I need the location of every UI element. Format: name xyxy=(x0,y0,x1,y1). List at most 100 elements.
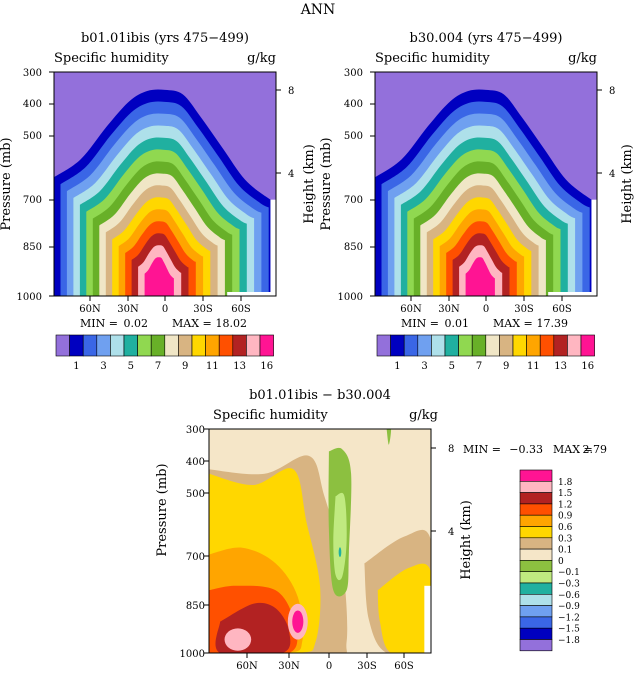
diff-colorbar-swatch-6 xyxy=(519,526,553,539)
panel-c-title: b01.01ibis − b30.004 xyxy=(249,388,391,403)
panel-b-colorbar-swatch-9 xyxy=(485,334,500,357)
panel-a-colorbar-swatch-13 xyxy=(218,334,234,357)
panel-a-units: g/kg xyxy=(247,51,276,66)
panel-a-xtick-30n: 30N xyxy=(117,304,139,315)
diff-colorbar-swatch-1 xyxy=(519,469,553,482)
panel-c-ytick-1000: 1000 xyxy=(180,649,205,660)
panel-b-units: g/kg xyxy=(568,51,597,66)
panel-b-ytick-right-8: 8 xyxy=(609,86,615,97)
panel-a-max-label: MAX = xyxy=(172,317,212,330)
diff-colorbar-label-14: −1.8 xyxy=(558,636,580,646)
panel-a-colorbar-label-0: 1 xyxy=(73,361,79,372)
panel-c-ylabel: Pressure (mb) xyxy=(155,463,170,556)
panel-a-colorbar-swatch-7 xyxy=(137,334,152,357)
panel-c-max: 2.79 xyxy=(583,443,608,456)
panel-c-units: g/kg xyxy=(409,408,438,423)
diff-colorbar-swatch-15 xyxy=(519,627,553,640)
diff-band-1p5-west xyxy=(224,628,252,651)
panel-b-ytick-right-4: 4 xyxy=(609,169,615,180)
panel-a-colorbar-label-6: 13 xyxy=(233,361,246,372)
panel-b-ytick-400: 400 xyxy=(344,99,363,110)
panel-c-ytick-700: 700 xyxy=(186,552,205,563)
panel-b-colorbar-swatch-16 xyxy=(580,334,595,357)
panel-b-ytick-500: 500 xyxy=(344,131,363,142)
panel-b-ytick-850: 850 xyxy=(344,242,363,253)
panel-b-xtick-60s: 60S xyxy=(552,304,572,315)
panel-b-mask-bottom xyxy=(548,292,597,296)
panel-a-colorbar-swatch-8 xyxy=(150,334,166,357)
panel-a-ytick-1000: 1000 xyxy=(17,292,42,303)
diff-colorbar-swatch-4 xyxy=(519,503,553,516)
figure-title: ANN xyxy=(300,2,336,18)
panel-a-colorbar-swatch-4 xyxy=(96,334,111,357)
diff-colorbar-label-9: −0.3 xyxy=(558,580,580,590)
panel-c-xtick-0: 0 xyxy=(326,661,332,672)
panel-b: b30.004 (yrs 475−499) Specific humidity … xyxy=(319,31,635,372)
panel-b-ylabel-right: Height (km) xyxy=(620,144,635,224)
panel-a-ylabel: Pressure (mb) xyxy=(0,137,14,230)
panel-c-xtick-60n: 60N xyxy=(236,661,258,672)
panel-b-max: 17.39 xyxy=(537,317,569,330)
panel-c-min-label: MIN = xyxy=(463,443,501,456)
panel-c-ytick-right-4: 4 xyxy=(448,527,454,538)
panel-b-colorbar-swatch-15 xyxy=(567,334,582,357)
panel-a-band-16 xyxy=(144,257,174,296)
panel-c-xtick-30n: 30N xyxy=(278,661,300,672)
diff-colorbar-swatch-3 xyxy=(519,492,553,505)
panel-b-ytick-300: 300 xyxy=(344,68,363,79)
panel-b-colorbar-swatch-14 xyxy=(553,334,568,357)
panel-a-colorbar-swatch-11 xyxy=(191,334,206,357)
panel-b-xtick-30n: 30N xyxy=(438,304,460,315)
panel-a-colorbar-label-3: 7 xyxy=(155,361,161,372)
panel-b-ylabel: Pressure (mb) xyxy=(319,137,334,230)
diff-colorbar-swatch-13 xyxy=(519,605,553,618)
diff-mask-right xyxy=(424,585,431,653)
diff-colorbar-label-6: 0.1 xyxy=(558,546,572,556)
panel-a-colorbar-swatch-16 xyxy=(259,334,274,357)
diff-colorbar-swatch-16 xyxy=(519,639,553,652)
panel-b-colorbar-swatch-3 xyxy=(403,334,419,357)
panel-c-max-label: MAX = xyxy=(553,443,593,456)
panel-a-colorbar-label-1: 3 xyxy=(100,361,106,372)
diff-colorbar-label-8: −0.1 xyxy=(558,568,580,578)
panel-b-colorbar-label-7: 16 xyxy=(581,361,594,372)
diff-band-neg0p3 xyxy=(333,492,347,581)
diff-colorbar-swatch-5 xyxy=(519,514,553,527)
panel-a-min: 0.02 xyxy=(124,317,149,330)
panel-c-field-label: Specific humidity xyxy=(213,408,328,423)
panel-b-colorbar-label-4: 9 xyxy=(503,361,509,372)
diff-colorbar-label-1: 1.5 xyxy=(558,489,573,499)
panel-b-colorbar-swatch-6 xyxy=(444,334,459,357)
panel-b-max-label: MAX = xyxy=(493,317,533,330)
panel-a-title: b01.01ibis (yrs 475−499) xyxy=(81,31,249,46)
panel-b-colorbar-swatch-8 xyxy=(471,334,487,357)
panel-a: b01.01ibis (yrs 475−499) Specific humidi… xyxy=(0,31,317,372)
panel-a-min-label: MIN = xyxy=(80,317,118,330)
panel-a-colorbar-label-2: 5 xyxy=(128,361,134,372)
panel-a-colorbar-swatch-3 xyxy=(82,334,98,357)
panel-c-ytick-850: 850 xyxy=(186,601,205,612)
diff-colorbar-label-13: −1.5 xyxy=(558,625,580,635)
diff-colorbar-label-3: 0.9 xyxy=(558,512,573,522)
panel-a-colorbar-swatch-10 xyxy=(178,334,193,357)
panel-b-colorbar-swatch-4 xyxy=(417,334,432,357)
diff-band-1p8 xyxy=(292,610,304,633)
panel-a-colorbar-swatch-2 xyxy=(69,334,84,357)
panel-b-band-16 xyxy=(465,257,495,296)
diff-colorbar-swatch-12 xyxy=(519,593,553,606)
panel-c: b01.01ibis − b30.004 Specific humidity g… xyxy=(155,388,607,672)
panel-b-colorbar-label-6: 13 xyxy=(554,361,567,372)
panel-c-frame xyxy=(208,428,432,654)
panel-a-ylabel-right: Height (km) xyxy=(302,144,317,224)
panel-a-colorbar-swatch-6 xyxy=(123,334,138,357)
diff-band-0p3-east xyxy=(377,563,431,653)
diff-colorbar-label-10: −0.6 xyxy=(558,591,580,601)
panel-a-field-label: Specific humidity xyxy=(54,51,169,66)
diff-colorbar-swatch-14 xyxy=(519,616,553,629)
panel-a-colorbar: 1 3 5 7 9 11 13 16 xyxy=(55,334,274,372)
panel-a-xtick-60s: 60S xyxy=(231,304,251,315)
panel-a-xtick-0: 0 xyxy=(162,304,168,315)
panel-a-colorbar-swatch-1 xyxy=(55,334,70,357)
panel-b-colorbar-swatch-2 xyxy=(390,334,405,357)
